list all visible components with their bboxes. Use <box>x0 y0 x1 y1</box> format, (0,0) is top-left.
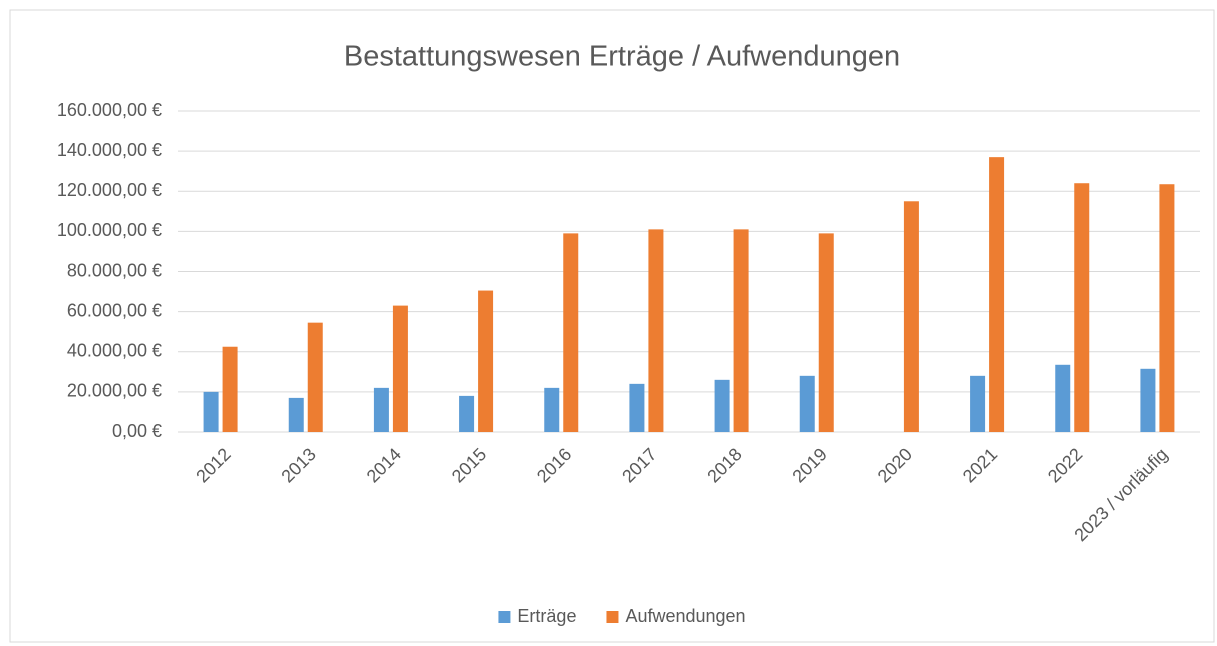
legend-swatch <box>606 611 619 623</box>
bar <box>648 229 664 432</box>
y-tick-label: 140.000,00 € <box>57 140 162 160</box>
bar <box>1140 368 1156 432</box>
bar <box>392 305 408 432</box>
bar <box>1055 364 1071 432</box>
legend-label: Aufwendungen <box>625 606 745 626</box>
y-tick-label: 20.000,00 € <box>67 381 162 401</box>
bar <box>799 375 815 432</box>
bar <box>970 375 986 432</box>
bar <box>1074 183 1090 432</box>
bar <box>373 387 389 432</box>
y-tick-label: 160.000,00 € <box>57 100 162 120</box>
bar <box>903 201 919 432</box>
bar <box>714 379 730 432</box>
legend-label: Erträge <box>517 606 576 626</box>
bar <box>1159 184 1175 432</box>
bar <box>203 391 219 432</box>
y-tick-label: 100.000,00 € <box>57 220 162 240</box>
y-tick-label: 80.000,00 € <box>67 260 162 280</box>
bar <box>222 346 238 432</box>
bar <box>818 233 834 432</box>
bar <box>733 229 749 432</box>
y-tick-label: 40.000,00 € <box>67 341 162 361</box>
bar <box>563 233 579 432</box>
chart-border <box>9 9 1215 643</box>
bar <box>989 157 1005 433</box>
bar <box>629 383 645 432</box>
y-tick-label: 120.000,00 € <box>57 180 162 200</box>
y-tick-label: 0,00 € <box>112 421 162 441</box>
legend-swatch <box>498 611 511 623</box>
bar <box>288 397 304 432</box>
chart-title: Bestattungswesen Erträge / Aufwendungen <box>344 41 900 73</box>
bar <box>307 322 323 432</box>
bar <box>544 387 560 432</box>
y-tick-label: 60.000,00 € <box>67 300 162 320</box>
bar <box>459 395 475 432</box>
bar <box>478 290 494 432</box>
